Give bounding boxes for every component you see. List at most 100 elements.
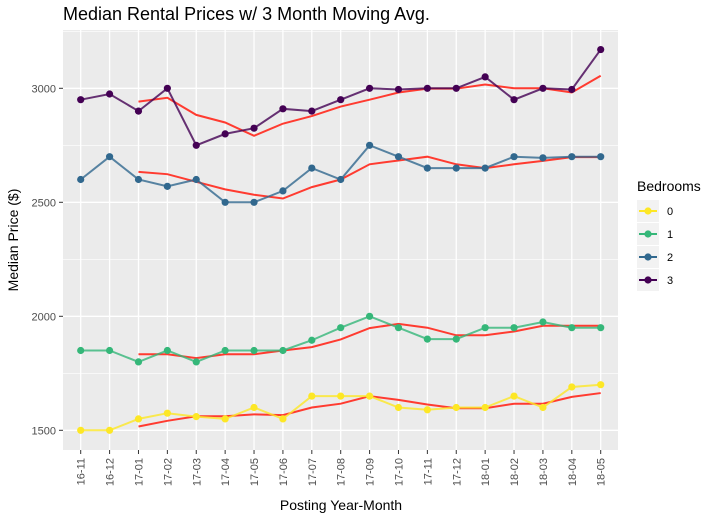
data-point-3 bbox=[250, 124, 258, 132]
data-point-3 bbox=[221, 130, 229, 138]
data-point-3 bbox=[77, 96, 85, 104]
data-point-2 bbox=[337, 175, 345, 184]
x-tick-label: 17-06 bbox=[278, 458, 290, 486]
x-tick-label: 17-10 bbox=[393, 458, 405, 486]
data-point-0 bbox=[539, 403, 547, 412]
x-tick-label: 17-04 bbox=[220, 458, 232, 486]
data-point-2 bbox=[510, 153, 518, 161]
moving-average-line-1 bbox=[138, 322, 601, 360]
x-tick-label: 16-12 bbox=[105, 458, 117, 486]
x-tick-label: 17-01 bbox=[133, 458, 145, 486]
x-tick-label: 17-09 bbox=[365, 458, 377, 486]
data-point-1 bbox=[394, 324, 403, 332]
data-point-3 bbox=[539, 84, 547, 92]
legend-point bbox=[644, 207, 652, 215]
data-point-0 bbox=[510, 392, 518, 400]
data-point-2 bbox=[568, 153, 576, 161]
y-axis-label: Median Price ($) bbox=[5, 189, 21, 292]
data-point-3 bbox=[163, 84, 171, 92]
x-tick-label: 17-02 bbox=[162, 458, 174, 486]
x-tick-label: 18-04 bbox=[567, 458, 579, 486]
data-point-2 bbox=[221, 198, 229, 206]
x-axis-label: Posting Year-Month bbox=[280, 497, 402, 513]
data-point-1 bbox=[365, 312, 374, 320]
x-tick-label: 17-03 bbox=[191, 458, 203, 486]
data-point-0 bbox=[279, 415, 287, 423]
data-point-3 bbox=[105, 90, 114, 98]
data-point-3 bbox=[510, 96, 518, 104]
data-point-0 bbox=[308, 392, 316, 400]
data-point-3 bbox=[394, 85, 403, 94]
data-point-2 bbox=[452, 164, 460, 172]
data-point-1 bbox=[105, 346, 114, 355]
data-point-1 bbox=[568, 324, 576, 332]
data-point-1 bbox=[279, 346, 287, 355]
data-point-3 bbox=[134, 107, 143, 115]
data-point-3 bbox=[279, 105, 287, 113]
data-point-2 bbox=[394, 153, 403, 161]
legend: 0 1 2 3 bbox=[637, 200, 673, 291]
data-point-0 bbox=[163, 409, 171, 417]
data-point-2 bbox=[279, 187, 287, 195]
legend-label: 0 bbox=[667, 206, 673, 218]
legend-label: 2 bbox=[667, 252, 673, 264]
x-tick-label: 17-12 bbox=[451, 458, 463, 486]
chart-title: Median Rental Prices w/ 3 Month Moving A… bbox=[63, 4, 430, 24]
data-point-0 bbox=[365, 392, 374, 400]
legend-point bbox=[644, 230, 652, 238]
data-point-1 bbox=[423, 335, 431, 343]
y-tick-label: 1500 bbox=[32, 425, 56, 437]
data-point-0 bbox=[192, 413, 200, 421]
data-point-1 bbox=[337, 324, 345, 332]
data-point-0 bbox=[597, 381, 605, 389]
data-point-3 bbox=[568, 85, 576, 94]
x-tick-label: 17-07 bbox=[307, 458, 319, 486]
data-point-2 bbox=[77, 175, 85, 184]
data-point-0 bbox=[105, 426, 114, 434]
data-point-1 bbox=[539, 318, 547, 326]
data-point-3 bbox=[192, 141, 200, 149]
legend-point bbox=[644, 253, 652, 261]
legend-point bbox=[644, 276, 652, 284]
data-point-2 bbox=[105, 153, 114, 161]
data-point-1 bbox=[597, 324, 605, 332]
data-point-0 bbox=[134, 415, 143, 423]
x-tick-label: 18-01 bbox=[480, 458, 492, 486]
data-point-2 bbox=[597, 153, 605, 161]
x-tick-label: 16-11 bbox=[76, 458, 88, 485]
series-lines bbox=[77, 45, 605, 434]
data-point-0 bbox=[568, 383, 576, 391]
data-point-0 bbox=[452, 403, 460, 412]
moving-average-line-3 bbox=[138, 74, 602, 137]
y-tick-label: 2500 bbox=[32, 197, 56, 209]
data-point-1 bbox=[481, 324, 489, 332]
data-point-0 bbox=[337, 392, 345, 400]
data-point-1 bbox=[192, 358, 200, 366]
data-point-2 bbox=[308, 164, 316, 172]
data-point-1 bbox=[250, 346, 258, 355]
data-point-0 bbox=[481, 403, 489, 412]
x-tick-label: 18-03 bbox=[538, 458, 550, 486]
data-point-2 bbox=[539, 154, 547, 162]
y-tick-label: 3000 bbox=[32, 83, 56, 95]
x-tick-label: 18-02 bbox=[509, 458, 521, 486]
x-tick-label: 17-08 bbox=[336, 458, 348, 486]
data-point-2 bbox=[163, 182, 171, 190]
legend-label: 1 bbox=[667, 229, 673, 241]
data-point-0 bbox=[423, 406, 431, 414]
data-point-1 bbox=[452, 335, 460, 343]
x-tick-label: 17-11 bbox=[422, 458, 434, 485]
data-point-3 bbox=[365, 84, 374, 92]
data-point-0 bbox=[394, 403, 403, 412]
data-point-2 bbox=[192, 175, 200, 184]
data-point-2 bbox=[365, 141, 374, 149]
data-point-3 bbox=[481, 73, 489, 81]
data-point-3 bbox=[597, 45, 605, 54]
data-point-3 bbox=[337, 96, 345, 104]
data-point-0 bbox=[77, 426, 85, 434]
data-point-2 bbox=[250, 198, 258, 206]
data-point-0 bbox=[221, 415, 229, 423]
data-point-1 bbox=[221, 346, 229, 355]
